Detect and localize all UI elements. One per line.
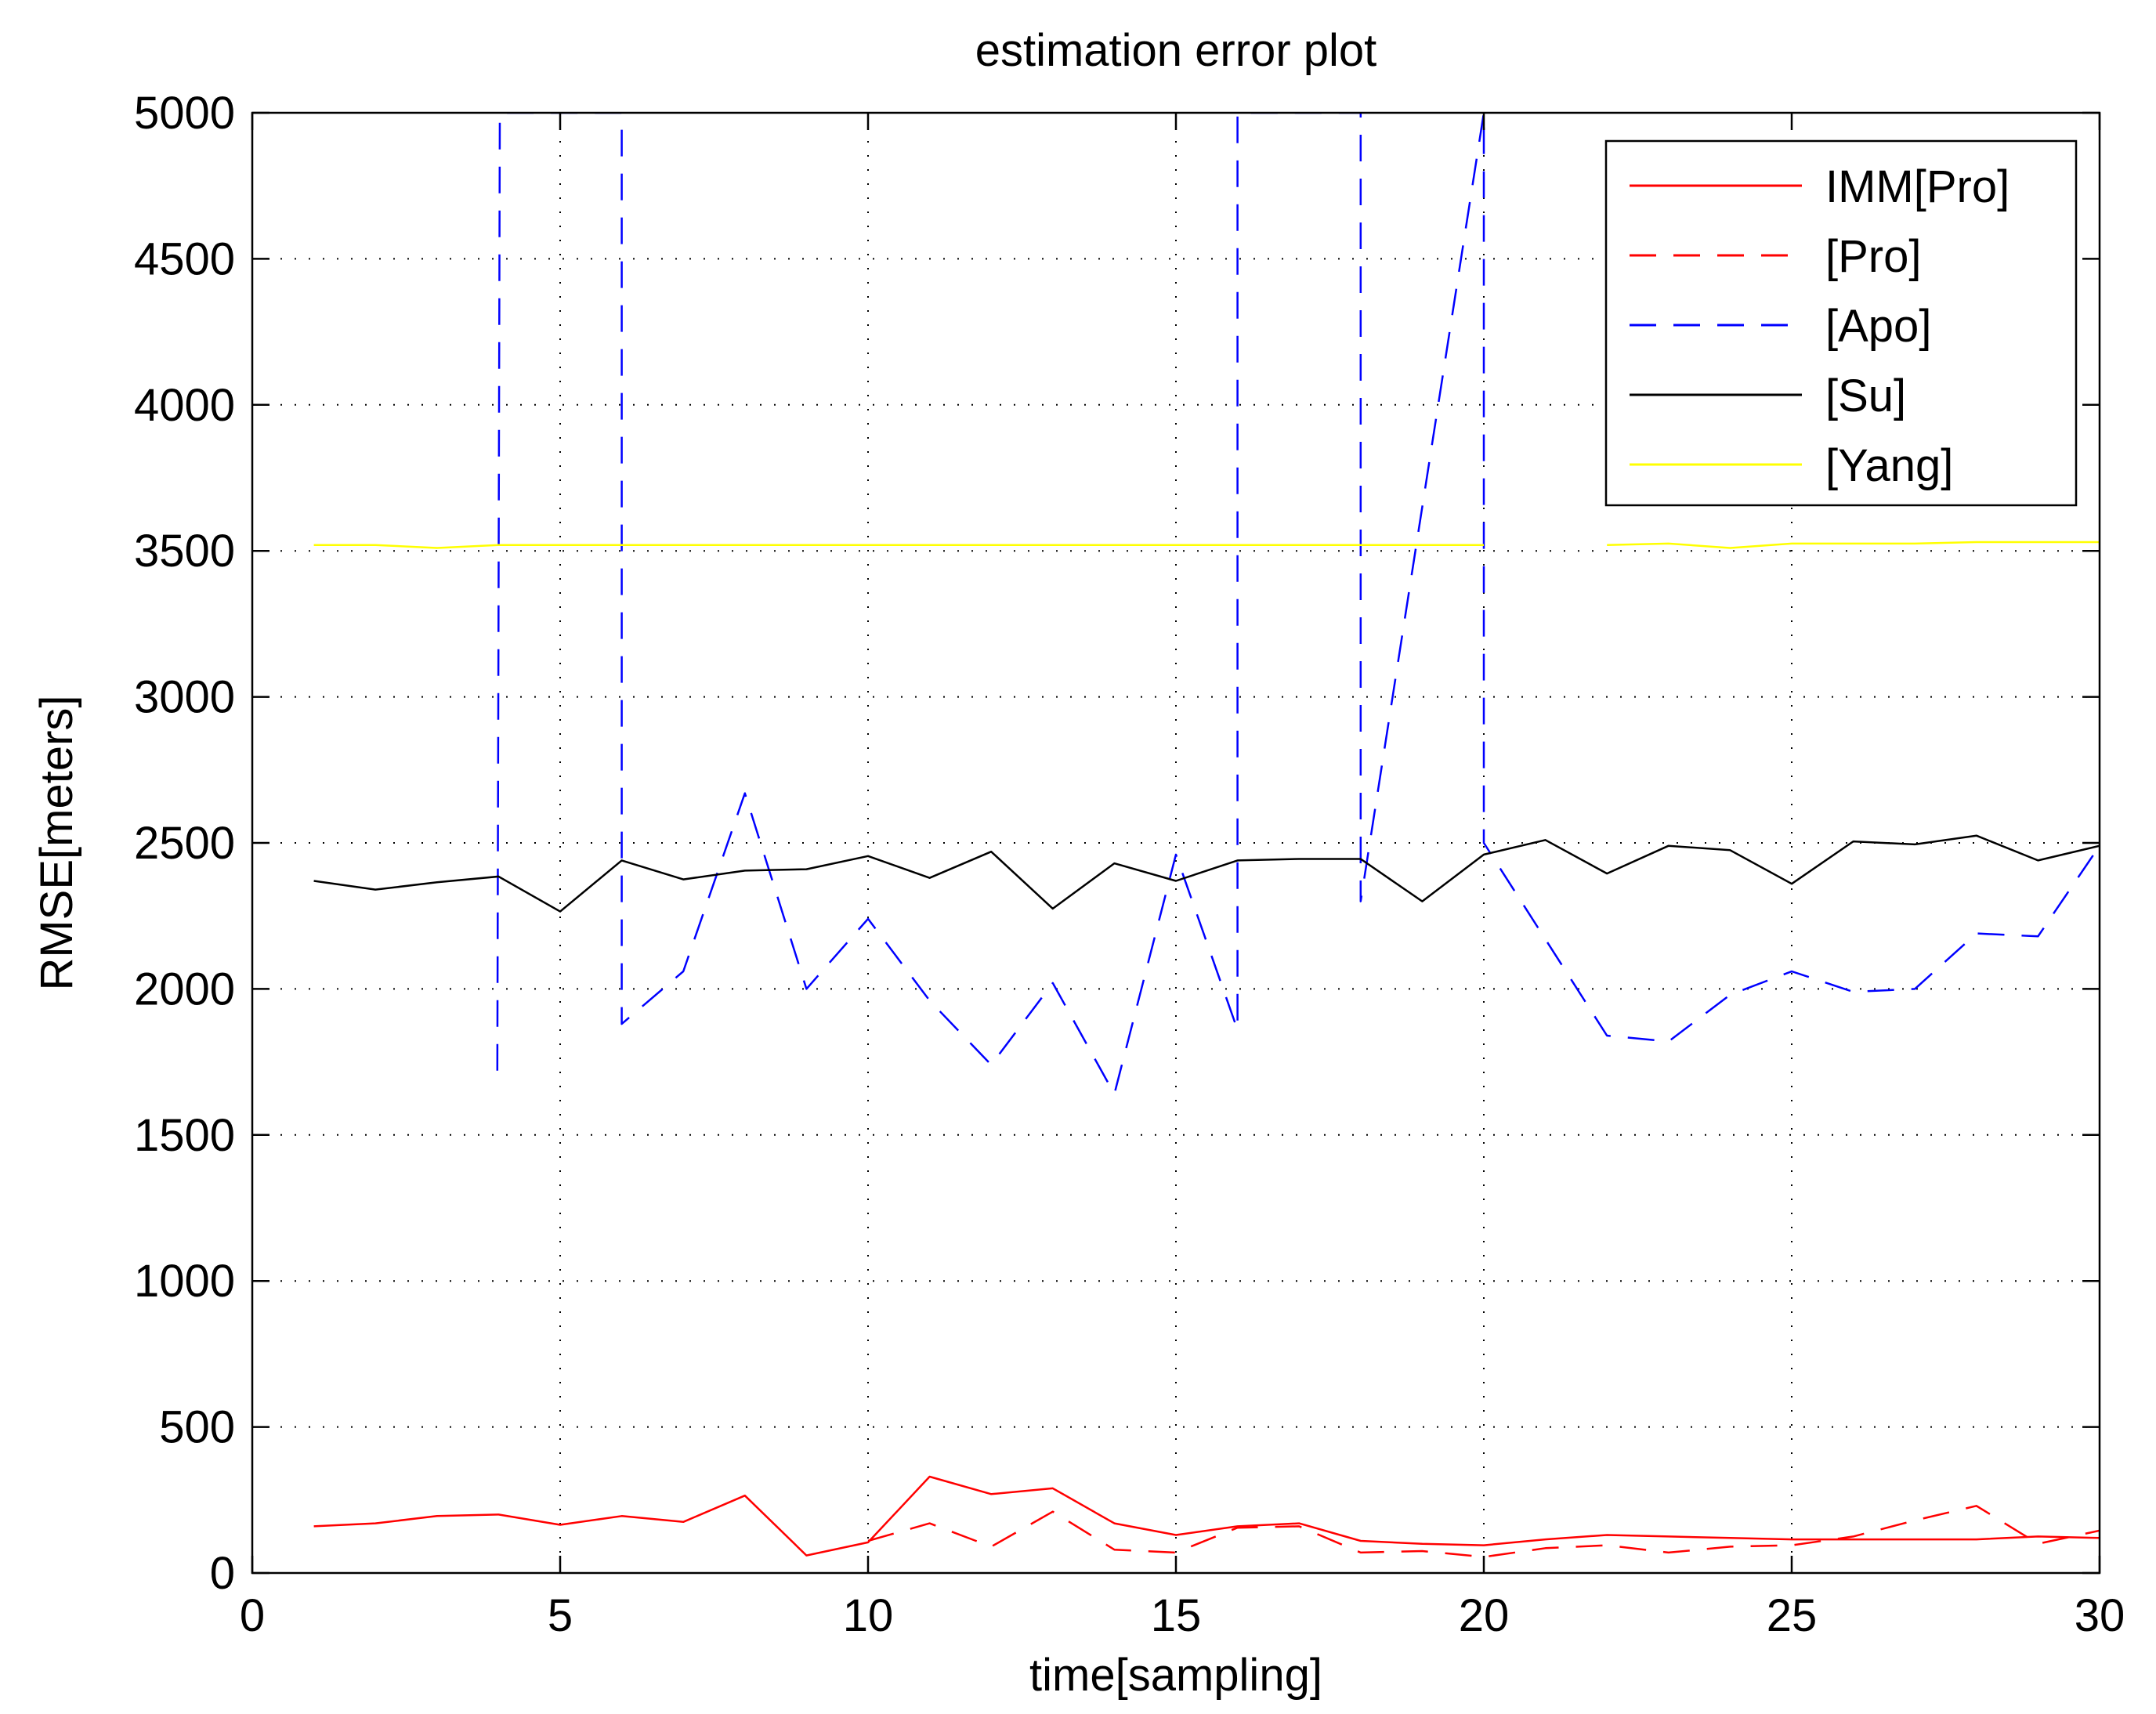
y-tick-label: 500 xyxy=(159,1402,235,1453)
series-line-1 xyxy=(867,1505,2100,1558)
x-axis-label: time[sampling] xyxy=(1029,1650,1322,1701)
x-tick-label: 0 xyxy=(240,1590,265,1641)
y-tick-label: 5000 xyxy=(134,88,235,139)
legend-box xyxy=(1604,139,2078,507)
y-tick-label: 2500 xyxy=(134,818,235,869)
legend: IMM[Pro] [Pro] [Apo] [Su] [Yang] xyxy=(1604,139,2078,507)
series-line-4 xyxy=(313,541,2100,549)
x-tick-label: 10 xyxy=(843,1590,894,1641)
y-tick-label: 3000 xyxy=(134,672,235,723)
x-tick-label: 25 xyxy=(1767,1590,1818,1641)
y-tick-label: 4000 xyxy=(134,380,235,431)
chart-title: estimation error plot xyxy=(975,25,1377,76)
series-line-2 xyxy=(496,113,2100,1095)
ticks: 0 5 10 15 20 25 30 0 500 1000 1500 2000 2500 3000 3500… xyxy=(134,88,2125,1641)
x-tick-label: 30 xyxy=(2075,1590,2125,1641)
series-line-0 xyxy=(313,1475,2100,1557)
y-axis-label: RMSE[meters] xyxy=(31,695,82,990)
y-tick-label: 4500 xyxy=(134,233,235,284)
y-tick-label: 2000 xyxy=(134,964,235,1014)
x-tick-label: 20 xyxy=(1459,1590,1510,1641)
y-tick-label: 0 xyxy=(210,1548,235,1599)
x-tick-label: 5 xyxy=(548,1590,573,1641)
legend-label-1: [Pro] xyxy=(1825,231,1922,282)
legend-label-2: [Apo] xyxy=(1825,301,1931,352)
series-layer xyxy=(313,113,2100,1558)
y-tick-label: 1500 xyxy=(134,1110,235,1161)
series-line-3 xyxy=(313,834,2100,913)
legend-label-0: IMM[Pro] xyxy=(1825,161,2009,212)
legend-label-3: [Su] xyxy=(1825,371,1906,421)
legend-label-4: [Yang] xyxy=(1825,440,1953,491)
y-tick-label: 3500 xyxy=(134,526,235,577)
x-tick-label: 15 xyxy=(1151,1590,1202,1641)
y-tick-label: 1000 xyxy=(134,1256,235,1307)
